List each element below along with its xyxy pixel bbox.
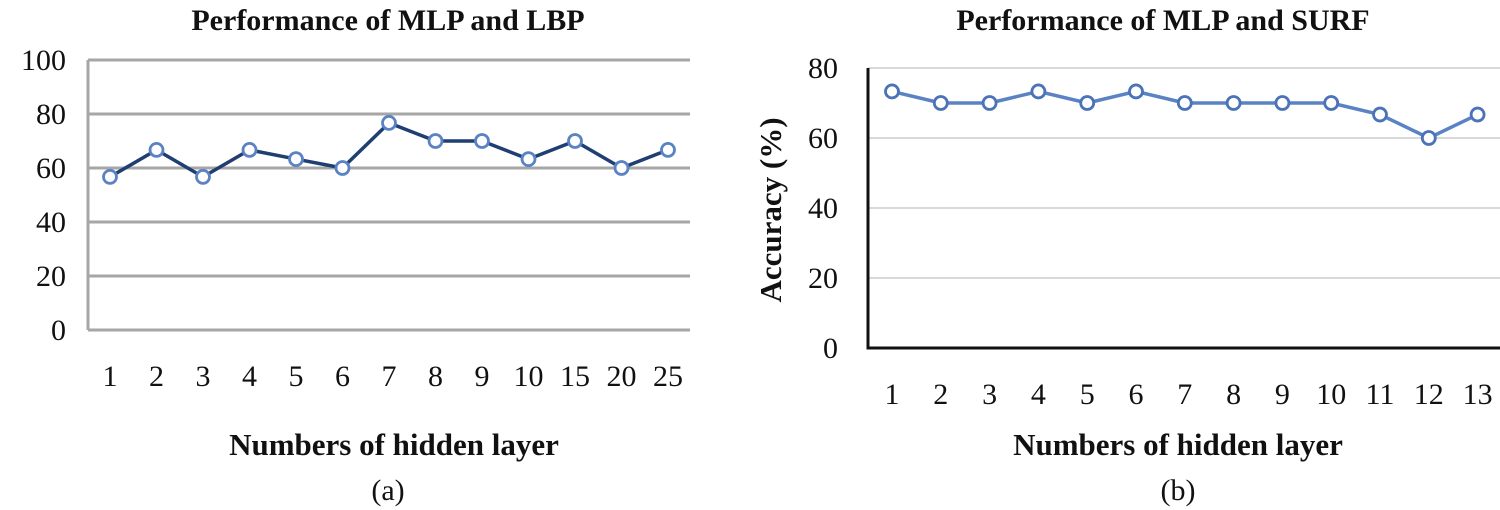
chart-b-x-tick-label: 11: [1366, 378, 1395, 411]
chart-a-y-ticks: 0 20 40 60 80 100: [21, 44, 66, 347]
chart-a-x-tick-label: 1: [103, 360, 118, 393]
chart-a-x-tick-label: 2: [149, 360, 164, 393]
chart-b-data-point: [1420, 130, 1437, 146]
chart-a-x-tick-label: 3: [196, 360, 211, 393]
chart-a-y-tick-label: 40: [36, 206, 66, 239]
chart-b-data-point: [884, 83, 900, 100]
chart-b-x-tick-label: 13: [1463, 378, 1493, 411]
chart-a-data-point: [427, 133, 444, 149]
chart-a-data-point: [288, 151, 304, 167]
chart-a-data-point: [613, 160, 630, 176]
chart-b-x-tick-label: 8: [1226, 378, 1241, 411]
chart-a-data-point: [474, 133, 490, 149]
chart-b-x-tick-label: 4: [1031, 378, 1046, 411]
chart-b-y-axis-label: Accuracy (%): [753, 117, 788, 302]
chart-b-data-point: [1079, 95, 1096, 111]
chart-a-x-tick-label: 4: [242, 360, 257, 393]
chart-a-x-tick-label: 7: [382, 360, 397, 393]
chart-a-x-axis-label: Numbers of hidden layer: [229, 427, 559, 462]
chart-b-x-ticks: 1 2 3 4 5 6 7 8 9 10 11 12 13: [885, 378, 1493, 411]
chart-b-title: Performance of MLP and SURF: [956, 4, 1369, 37]
chart-b-x-tick-label: 2: [933, 378, 948, 411]
chart-a-x-tick-label: 9: [475, 360, 490, 393]
chart-a-y-tick-label: 80: [36, 98, 66, 131]
chart-b-data-point: [932, 95, 949, 111]
chart-b-y-tick-label: 60: [808, 122, 838, 155]
chart-b-axes: [866, 68, 1500, 350]
chart-a-title: Performance of MLP and LBP: [191, 4, 584, 37]
chart-a-y-tick-label: 60: [36, 152, 66, 185]
chart-a-data-point: [334, 160, 351, 176]
chart-b-data-point: [1469, 106, 1486, 123]
chart-b-caption: (b): [1161, 474, 1196, 507]
chart-a-data-point: [381, 115, 397, 131]
chart-b-x-tick-label: 12: [1414, 378, 1444, 411]
chart-b-x-tick-label: 10: [1316, 378, 1346, 411]
chart-b-x-tick-label: 7: [1177, 378, 1192, 411]
chart-a-caption: (a): [371, 474, 404, 507]
chart-b-data-point: [1323, 95, 1340, 111]
chart-a-x-tick-label: 8: [428, 360, 443, 393]
chart-a-data-point: [567, 133, 583, 149]
chart-b-x-tick-label: 3: [982, 378, 997, 411]
chart-b-data-point: [1128, 83, 1144, 100]
chart-a-x-tick-label: 5: [289, 360, 304, 393]
chart-a-x-tick-label: 25: [653, 360, 683, 393]
chart-b-y-tick-label: 0: [823, 332, 838, 365]
chart-a-data-point: [660, 142, 676, 158]
chart-a-y-tick-label: 0: [51, 314, 66, 347]
chart-a: Performance of MLP and LBP 020406080100 …: [21, 4, 690, 507]
chart-a-gridlines: [88, 58, 690, 332]
chart-a-y-tick-label: 20: [36, 260, 66, 293]
chart-a-x-ticks: 1 2 3 4 5 6 7 8 9 10 15 20 25: [103, 360, 684, 393]
chart-a-data-point: [241, 142, 258, 158]
chart-a-data-point: [102, 169, 118, 185]
chart-a-data-point: [520, 151, 537, 167]
chart-a-data-point: [148, 142, 165, 158]
chart-b-y-ticks: 0 20 40 60 80: [808, 52, 838, 365]
chart-b-gridlines: [868, 67, 1500, 279]
chart-b-x-tick-label: 9: [1275, 378, 1290, 411]
chart-a-x-tick-label: 15: [560, 360, 590, 393]
chart-b-data-point: [1176, 95, 1193, 111]
chart-b-series: [884, 83, 1486, 146]
chart-a-x-tick-label: 10: [514, 360, 544, 393]
chart-b-data-point: [1225, 95, 1242, 111]
chart-a-series: [102, 115, 676, 185]
chart-b-x-tick-label: 1: [885, 378, 900, 411]
chart-b-x-axis-label: Numbers of hidden layer: [1013, 427, 1343, 462]
chart-a-x-tick-label: 20: [607, 360, 637, 393]
chart-a-x-tick-label: 6: [335, 360, 350, 393]
chart-b-y-tick-label: 20: [808, 262, 838, 295]
chart-a-data-point: [195, 169, 211, 185]
chart-b-x-tick-label: 5: [1080, 378, 1095, 411]
chart-b-data-point: [1030, 83, 1047, 100]
chart-b-data-point: [1274, 95, 1291, 111]
chart-b-data-point: [1372, 106, 1388, 123]
chart-b-y-tick-label: 40: [808, 192, 838, 225]
chart-b-x-tick-label: 6: [1129, 378, 1144, 411]
chart-b-y-tick-label: 80: [808, 52, 838, 85]
chart-b-data-point: [981, 95, 998, 111]
chart-a-y-tick-label: 100: [21, 44, 66, 77]
